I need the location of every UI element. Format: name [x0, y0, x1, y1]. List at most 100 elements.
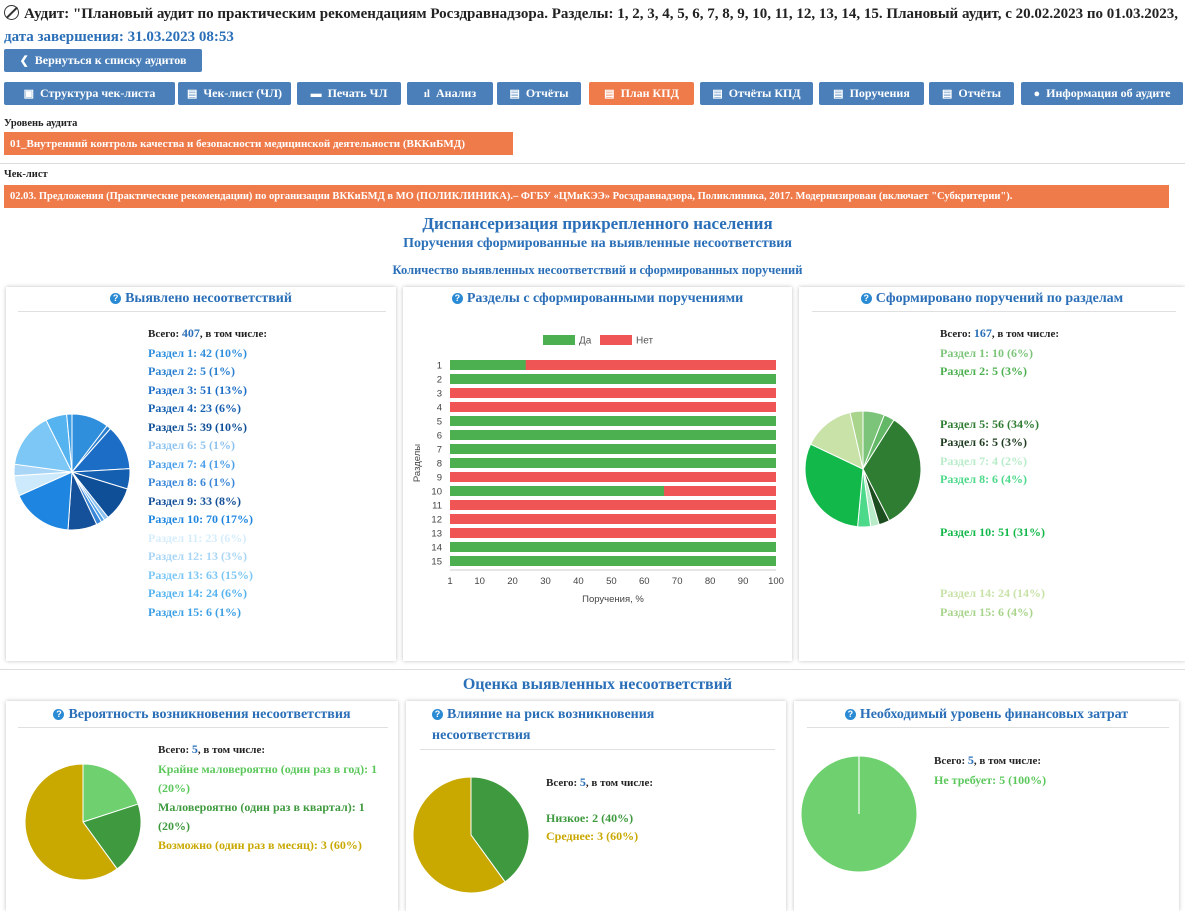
legend-item[interactable]: Раздел 1: 42 (10%)	[148, 345, 248, 360]
pie-slice[interactable]	[13, 419, 73, 473]
legend-item[interactable]: Раздел 12: 13 (3%)	[148, 549, 248, 563]
y-tick-label: 12	[431, 515, 442, 526]
legend-swatch-no[interactable]	[600, 335, 632, 345]
toolbar-icon: ▣	[23, 88, 34, 100]
section-caption: Количество выявленных несоответствий и с…	[392, 263, 803, 277]
pie-slice[interactable]	[24, 763, 118, 881]
legend-item[interactable]: Раздел 5: 39 (10%)	[148, 419, 248, 434]
toolbar-button-10[interactable]: ● Информация об аудите	[1021, 82, 1183, 105]
help-icon[interactable]: ?	[844, 709, 856, 720]
legend-item[interactable]: Раздел 7: 4 (2%)	[940, 453, 1028, 468]
bar-no[interactable]	[450, 444, 776, 454]
help-icon[interactable]: ?	[432, 709, 443, 720]
toolbar-button-6[interactable]: ▤ План КПД	[589, 82, 694, 105]
pie-slice[interactable]	[82, 803, 142, 870]
pie-slice[interactable]	[862, 419, 922, 522]
legend-item[interactable]: Раздел 4: 23 (6%)	[148, 401, 242, 415]
bar-no[interactable]	[450, 542, 776, 552]
legend-item[interactable]: Раздел 5: 56 (34%)	[940, 416, 1040, 431]
bar-no[interactable]	[450, 388, 776, 398]
legend-item[interactable]: Раздел 10: 51 (31%)	[940, 524, 1046, 539]
legend-total: Всего: 167, в том числе:	[940, 326, 1059, 340]
legend-item[interactable]: Раздел 6: 5 (3%)	[940, 435, 1028, 449]
legend-item[interactable]: Крайне маловероятно (один раз в год): 1 …	[158, 761, 378, 795]
help-icon[interactable]: ?	[451, 293, 463, 304]
legend-item[interactable]: Раздел 2: 5 (1%)	[148, 364, 236, 378]
legend-item[interactable]: Раздел 8: 6 (1%)	[148, 475, 236, 489]
legend-label-yes: Да	[579, 336, 592, 347]
toolbar-icon: ▤	[942, 88, 953, 100]
legend-total: Всего: 5, в том числе:	[934, 753, 1041, 767]
bar-yes[interactable]	[450, 360, 526, 370]
legend-item[interactable]: Раздел 14: 24 (14%)	[940, 586, 1046, 600]
toolbar-button-7[interactable]: ▤ Отчёты КПД	[700, 82, 813, 105]
legend-item[interactable]: Среднее: 3 (60%)	[546, 829, 639, 843]
toolbar-label: Структура чек-листа	[40, 86, 156, 100]
help-icon[interactable]: ?	[110, 293, 122, 304]
bar-no[interactable]	[450, 360, 776, 370]
toolbar-icon: ●	[1033, 87, 1041, 100]
legend-item[interactable]: Раздел 14: 24 (6%)	[148, 586, 248, 600]
bar-no[interactable]	[450, 416, 776, 426]
toolbar-button-1[interactable]: ▣ Структура чек-листа	[4, 82, 175, 105]
toolbar-button-4[interactable]: ıl Анализ	[407, 82, 493, 105]
legend-item[interactable]: Раздел 15: 6 (1%)	[148, 604, 242, 619]
legend-item[interactable]: Раздел 6: 5 (1%)	[148, 438, 236, 452]
help-icon[interactable]: ?	[53, 709, 65, 720]
bar-no[interactable]	[450, 528, 776, 538]
legend-item[interactable]: Маловероятно (один раз в квартал): 1 (20…	[158, 799, 365, 833]
pie-slice[interactable]	[809, 411, 864, 470]
toolbar-label: Поручения	[849, 86, 910, 100]
toolbar-button-3[interactable]: ▬ Печать ЧЛ	[297, 82, 401, 105]
legend-item[interactable]: Не требует: 5 (100%)	[934, 772, 1047, 787]
legend-item[interactable]: Раздел 7: 4 (1%)	[148, 456, 236, 471]
x-tick-label: 10	[474, 576, 485, 587]
bar-no[interactable]	[450, 556, 776, 566]
pie-slice[interactable]	[66, 413, 73, 473]
audit-level-value[interactable]: 01_Внутренний контроль качества и безопа…	[4, 132, 513, 155]
legend-item[interactable]: Раздел 3: 51 (13%)	[148, 382, 248, 397]
bar-yes[interactable]	[450, 486, 665, 496]
finance-legend: Всего: 5, в том числе: Не требует: 5 (100…	[934, 751, 1154, 789]
toolbar-button-8[interactable]: ▤ Поручения	[819, 82, 924, 105]
toolbar-icon: ▤	[833, 88, 844, 100]
pie-slice[interactable]	[18, 471, 73, 531]
checklist-label: Чек-лист	[4, 169, 48, 180]
bar-no[interactable]	[450, 374, 776, 384]
toolbar-button-5[interactable]: ▤ Отчёты	[497, 82, 581, 105]
legend-item[interactable]: Возможно (один раз в месяц): 3 (60%)	[158, 837, 362, 852]
y-tick-label: 14	[431, 543, 442, 554]
back-to-audits-button[interactable]: ❮ Вернуться к списку аудитов	[4, 49, 202, 72]
pie-slice[interactable]	[412, 776, 506, 894]
bar-no[interactable]	[450, 514, 776, 524]
toolbar-button-9[interactable]: ▤ Отчёты	[929, 82, 1014, 105]
legend-item[interactable]: Раздел 2: 5 (3%)	[940, 364, 1028, 378]
bar-no[interactable]	[450, 472, 776, 482]
pie-slice[interactable]	[82, 763, 139, 823]
legend-item[interactable]: Раздел 1: 10 (6%)	[940, 345, 1034, 360]
chart5-title: ? Влияние на риск возникновения несоответ…	[432, 707, 655, 743]
y-tick-label: 2	[437, 375, 442, 386]
legend-item[interactable]: Раздел 9: 33 (8%)	[148, 493, 242, 508]
toolbar-icon: ıl	[423, 87, 430, 100]
pie-slice[interactable]	[849, 410, 864, 470]
bar-no[interactable]	[450, 458, 776, 468]
legend-swatch-yes[interactable]	[543, 335, 575, 345]
bar-no[interactable]	[450, 402, 776, 412]
legend-item[interactable]: Раздел 15: 6 (4%)	[940, 604, 1034, 619]
legend-item[interactable]: Раздел 10: 70 (17%)	[148, 512, 254, 526]
legend-item[interactable]: Раздел 8: 6 (4%)	[940, 472, 1028, 486]
help-icon[interactable]: ?	[860, 293, 872, 304]
risk-pie-chart	[412, 776, 530, 894]
toolbar-button-2[interactable]: ▤ Чек-лист (ЧЛ)	[178, 82, 291, 105]
legend-item[interactable]: Раздел 11: 23 (6%)	[148, 530, 247, 545]
pie-slice[interactable]	[804, 443, 864, 528]
legend-item[interactable]: Низкое: 2 (40%)	[546, 810, 634, 825]
bar-no[interactable]	[450, 500, 776, 510]
legend-item[interactable]: Раздел 13: 63 (15%)	[148, 567, 254, 582]
checklist-value[interactable]: 02.03. Предложения (Практические рекомен…	[4, 185, 1169, 208]
pie-slice[interactable]	[470, 776, 530, 883]
bar-no[interactable]	[450, 430, 776, 440]
toolbar-label: Информация об аудите	[1046, 86, 1171, 100]
